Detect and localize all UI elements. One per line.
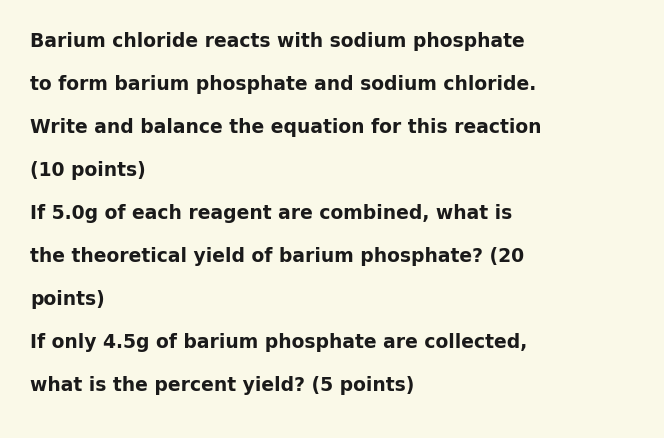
Text: If only 4.5g of barium phosphate are collected,: If only 4.5g of barium phosphate are col…	[30, 333, 527, 352]
Text: Write and balance the equation for this reaction: Write and balance the equation for this …	[30, 118, 542, 137]
Text: If 5.0g of each reagent are combined, what is: If 5.0g of each reagent are combined, wh…	[30, 204, 512, 223]
Text: what is the percent yield? (5 points): what is the percent yield? (5 points)	[30, 376, 414, 395]
Text: (10 points): (10 points)	[30, 161, 146, 180]
Text: to form barium phosphate and sodium chloride.: to form barium phosphate and sodium chlo…	[30, 75, 537, 94]
Text: points): points)	[30, 290, 105, 309]
Text: the theoretical yield of barium phosphate? (20: the theoretical yield of barium phosphat…	[30, 247, 524, 266]
Text: Barium chloride reacts with sodium phosphate: Barium chloride reacts with sodium phosp…	[30, 32, 525, 51]
